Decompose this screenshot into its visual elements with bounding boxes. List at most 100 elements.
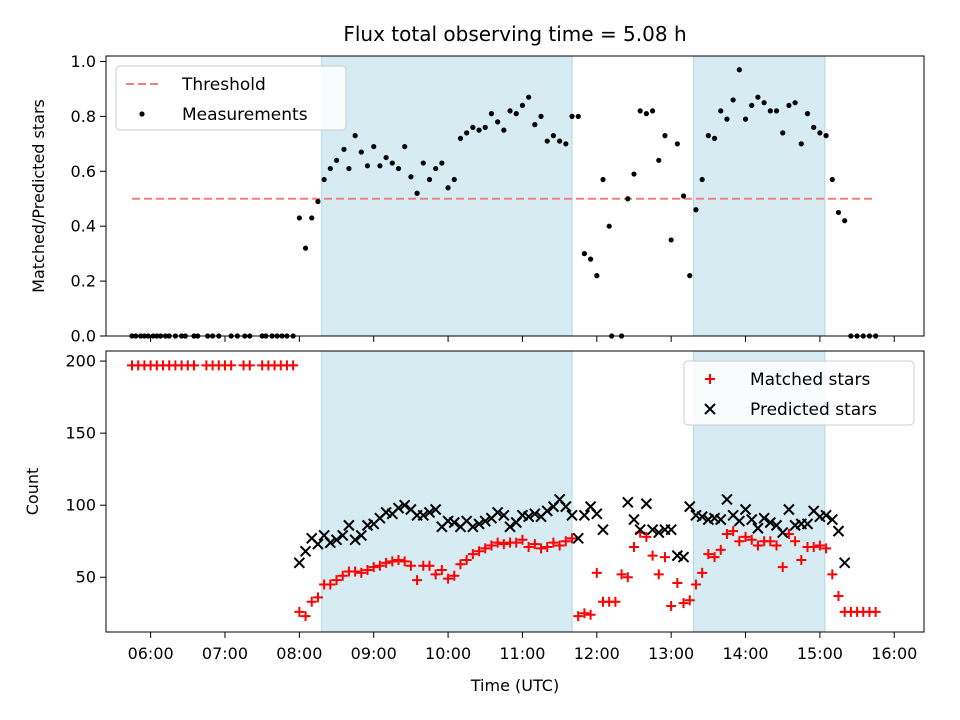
matched-stars-point: [511, 537, 522, 548]
x-tick-label: 16:00: [871, 644, 917, 663]
count-shaded-interval-1: [321, 350, 573, 633]
matched-stars-point: [721, 529, 732, 540]
matched-stars-point: [443, 573, 454, 584]
predicted-stars-point: [578, 509, 591, 521]
matched-stars-point: [783, 529, 794, 540]
matched-stars-point: [461, 554, 472, 565]
matched-stars-point: [870, 606, 881, 617]
matched-stars-point: [796, 554, 807, 565]
measurements-point: [631, 171, 637, 177]
measurements-point: [798, 141, 804, 147]
measurements-point: [575, 113, 581, 119]
ratio-shaded-intervals: [321, 55, 826, 337]
matched-stars-point: [827, 569, 838, 580]
matched-stars-point: [746, 534, 757, 545]
ratio-legend: Threshold Measurements: [115, 65, 347, 131]
predicted-stars-point: [491, 506, 504, 519]
matched-stars-point: [294, 606, 305, 617]
measurements-point: [668, 237, 674, 243]
matched-stars-point: [430, 569, 441, 580]
x-tick-label: 07:00: [202, 644, 248, 663]
measurements-point: [414, 190, 420, 196]
count-legend-box: [683, 360, 915, 426]
count-y-tick-label: 100: [65, 496, 96, 515]
legend-measurements-handle: [139, 111, 145, 117]
measurements-point: [792, 100, 798, 106]
matched-stars-point: [554, 540, 565, 551]
ratio-y-tick-label: 1.0: [71, 52, 96, 71]
predicted-stars-point: [646, 523, 659, 536]
matched-stars-point: [777, 562, 788, 573]
measurements-point: [569, 113, 575, 119]
matched-stars-point: [381, 557, 392, 568]
predicted-stars-point: [572, 532, 584, 545]
measurements-point: [341, 146, 347, 152]
measurements-point: [538, 113, 544, 119]
ratio-panel: 0.0 0.2 0.4 0.6 0.8 1.0 Flux total observing …: [29, 22, 925, 346]
measurements-point: [829, 176, 835, 183]
matched-stars-point: [288, 360, 299, 371]
measurements-point: [309, 215, 315, 221]
ratio-x-ticks: [150, 336, 895, 342]
predicted-stars-point: [820, 509, 832, 521]
matched-stars-point: [765, 536, 776, 547]
chart-title: Flux total observing time = 5.08 h: [343, 22, 686, 46]
predicted-stars-point: [696, 511, 708, 523]
predicted-stars-point: [566, 509, 578, 521]
x-axis-label: Time (UTC): [470, 676, 559, 695]
predicted-stars-point: [721, 493, 733, 506]
measurements-point: [730, 97, 736, 103]
legend-label-threshold: Threshold: [181, 75, 266, 95]
measurements-point: [600, 176, 606, 183]
measurements-point: [581, 251, 588, 257]
matched-stars-point: [424, 560, 435, 571]
measurements-point: [643, 111, 649, 117]
x-tick-label: 09:00: [351, 644, 397, 663]
predicted-stars-point: [473, 518, 485, 530]
matched-stars-point: [226, 360, 237, 371]
measurements-point: [699, 176, 705, 183]
measurements-point: [321, 176, 327, 183]
legend-predicted-handle: [704, 403, 716, 415]
predicted-stars-point: [591, 508, 603, 520]
measurements-point: [718, 108, 724, 114]
predicted-stars-point: [653, 526, 665, 539]
ratio-y-tick-label: 0.4: [71, 217, 96, 236]
measurements-point: [761, 100, 767, 106]
measurements-point: [408, 174, 414, 180]
matched-stars-point: [523, 541, 534, 552]
matched-stars-point: [647, 550, 658, 561]
predicted-stars-point: [299, 545, 312, 558]
measurements-point: [588, 256, 594, 262]
predicted-stars-point: [343, 519, 355, 532]
matched-stars-point: [567, 533, 578, 544]
predicted-stars-point: [429, 503, 442, 516]
matched-stars-point: [312, 592, 323, 603]
matched-stars-point: [703, 549, 714, 560]
matched-stars-point: [616, 569, 627, 580]
matched-stars-point: [474, 546, 485, 557]
predicted-stars-point: [529, 508, 541, 520]
ratio-y-tick-label: 0.0: [71, 327, 96, 346]
predicted-stars-point: [355, 529, 368, 542]
measurements-point: [377, 163, 383, 169]
measurements-point: [649, 108, 656, 114]
matched-stars-point: [467, 549, 478, 560]
matched-stars-point: [814, 540, 825, 551]
predicted-stars-point: [541, 505, 553, 517]
ratio-y-tick-label: 0.6: [71, 162, 96, 181]
count-x-ticks: 06:00 07:00 08:00 09:00 10:00 11:00 12:00 13:00…: [128, 632, 917, 663]
matched-stars-point: [306, 596, 317, 607]
measurements-point: [482, 124, 488, 130]
matched-stars-point: [808, 541, 819, 552]
matched-stars-point: [666, 601, 677, 612]
matched-stars-point: [498, 539, 509, 550]
matched-stars-point: [628, 541, 639, 552]
measurements-point: [811, 124, 817, 130]
matched-stars-point: [560, 536, 571, 547]
measurements-point: [426, 176, 433, 183]
matched-stars-point: [684, 595, 695, 606]
predicted-stars-point: [665, 523, 677, 536]
x-tick-label: 15:00: [797, 644, 843, 663]
